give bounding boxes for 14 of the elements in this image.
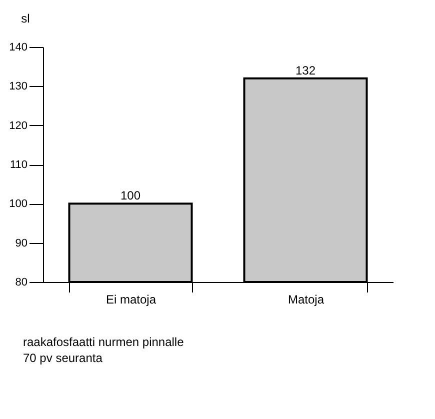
y-tick-label: 100: [9, 198, 28, 210]
data-label: 100: [120, 188, 141, 203]
y-tick-label: 80: [15, 276, 28, 288]
x-tick-label: Matoja: [288, 292, 324, 306]
x-tick-label: Ei matoja: [106, 292, 156, 306]
text: 70 pv seuranta: [23, 351, 103, 365]
y-tick-label: 90: [15, 237, 28, 250]
y-tick-label: 140: [9, 42, 28, 54]
y-tick-label: 120: [9, 120, 28, 132]
y-tick-label: 130: [9, 80, 28, 93]
y-tick-label: 110: [10, 159, 28, 171]
y-axis-title: sl: [21, 12, 30, 26]
text: raakafosfaatti nurmen pinnalle: [23, 335, 184, 349]
data-label: 132: [295, 63, 316, 78]
